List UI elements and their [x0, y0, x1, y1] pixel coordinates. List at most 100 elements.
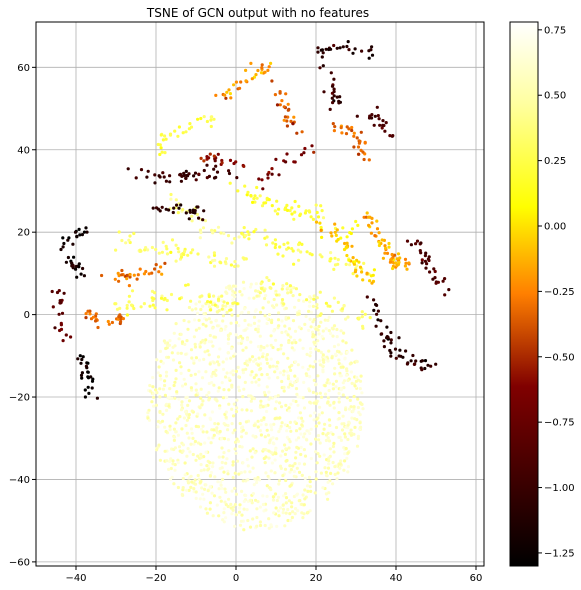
- x-tick-label: 40: [390, 573, 403, 584]
- scatter-point: [389, 330, 393, 335]
- scatter-point: [291, 294, 295, 298]
- scatter-point: [211, 461, 215, 465]
- scatter-point: [70, 261, 74, 265]
- scatter-point: [305, 484, 310, 488]
- scatter-point: [276, 376, 280, 380]
- scatter-point: [321, 329, 325, 333]
- scatter-point: [315, 392, 319, 396]
- scatter-point: [241, 232, 245, 236]
- scatter-point: [308, 364, 312, 368]
- scatter-point: [248, 498, 253, 502]
- scatter-point: [194, 302, 198, 306]
- scatter-point: [309, 456, 313, 461]
- scatter-point: [383, 244, 387, 248]
- scatter-point: [363, 141, 367, 145]
- scatter-point: [72, 255, 76, 259]
- scatter-point: [345, 350, 350, 354]
- scatter-point: [233, 264, 237, 268]
- scatter-point: [360, 310, 364, 314]
- scatter-point: [169, 250, 173, 254]
- scatter-point: [273, 458, 277, 462]
- scatter-point: [176, 458, 180, 462]
- scatter-point: [127, 238, 131, 242]
- scatter-point: [299, 153, 304, 157]
- x-tick-label: −40: [65, 573, 86, 584]
- scatter-point: [307, 209, 311, 213]
- scatter-point: [198, 228, 202, 232]
- scatter-point: [338, 462, 342, 466]
- scatter-point: [238, 503, 242, 507]
- scatter-point: [96, 325, 100, 330]
- scatter-point: [168, 180, 172, 184]
- scatter-point: [395, 263, 399, 268]
- scatter-point: [336, 343, 340, 347]
- scatter-point: [190, 409, 194, 413]
- scatter-point: [294, 360, 298, 364]
- scatter-point: [250, 370, 254, 374]
- scatter-point: [153, 267, 157, 271]
- scatter-point: [199, 387, 203, 391]
- scatter-point: [386, 335, 390, 340]
- scatter-point: [317, 324, 321, 328]
- scatter-point: [175, 390, 179, 394]
- scatter-point: [190, 431, 194, 435]
- scatter-point: [153, 291, 157, 295]
- scatter-point: [207, 467, 211, 471]
- scatter-point: [240, 310, 244, 314]
- scatter-point: [186, 447, 190, 451]
- scatter-point: [203, 487, 207, 491]
- scatter-point: [196, 205, 200, 209]
- scatter-point: [208, 333, 212, 338]
- scatter-point: [208, 501, 212, 505]
- scatter-point: [176, 351, 180, 355]
- scatter-point: [205, 176, 209, 180]
- scatter-point: [278, 371, 282, 375]
- scatter-point: [302, 462, 307, 466]
- scatter-point: [286, 286, 290, 290]
- scatter-point: [176, 417, 180, 421]
- scatter-point: [327, 47, 331, 52]
- scatter-point: [286, 115, 290, 119]
- scatter-point: [296, 395, 300, 399]
- scatter-point: [155, 448, 159, 452]
- scatter-point: [261, 494, 265, 498]
- scatter-point: [318, 441, 322, 445]
- scatter-point: [156, 207, 160, 211]
- scatter-point: [309, 489, 313, 493]
- scatter-point: [75, 234, 79, 238]
- scatter-point: [156, 425, 160, 429]
- scatter-point: [324, 492, 328, 496]
- scatter-point: [244, 493, 248, 498]
- scatter-point: [423, 359, 428, 363]
- scatter-point: [157, 251, 161, 255]
- scatter-point: [225, 371, 229, 375]
- scatter-point: [268, 364, 272, 368]
- scatter-point: [294, 341, 298, 345]
- scatter-point: [239, 471, 243, 475]
- scatter-point: [331, 460, 335, 465]
- scatter-point: [293, 420, 297, 424]
- scatter-point: [336, 300, 340, 304]
- scatter-point: [351, 409, 355, 413]
- scatter-point: [391, 266, 395, 271]
- scatter-point: [366, 215, 371, 219]
- scatter-point: [403, 257, 408, 261]
- scatter-point: [170, 475, 174, 479]
- scatter-point: [352, 405, 356, 409]
- scatter-point: [297, 416, 301, 420]
- scatter-point: [308, 300, 312, 304]
- scatter-point: [344, 262, 348, 266]
- scatter-point: [196, 473, 200, 478]
- scatter-point: [171, 462, 175, 466]
- scatter-point: [205, 393, 209, 397]
- scatter-point: [271, 364, 275, 368]
- scatter-point: [151, 375, 155, 380]
- scatter-point: [314, 424, 318, 428]
- scatter-point: [317, 438, 321, 442]
- scatter-point: [86, 309, 90, 313]
- scatter-point: [223, 500, 227, 504]
- scatter-point: [253, 498, 258, 502]
- scatter-point: [373, 114, 377, 118]
- scatter-point: [331, 387, 335, 391]
- scatter-point: [116, 271, 120, 275]
